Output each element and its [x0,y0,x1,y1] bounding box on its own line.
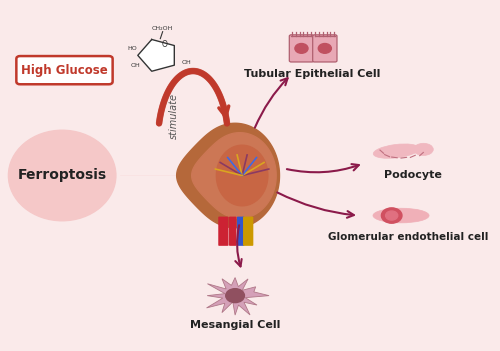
FancyBboxPatch shape [229,217,236,246]
Text: High Glucose: High Glucose [21,64,108,77]
Ellipse shape [8,130,116,221]
FancyBboxPatch shape [16,56,112,84]
Circle shape [295,44,308,53]
Text: Mesangial Cell: Mesangial Cell [190,320,280,330]
Text: Podocyte: Podocyte [384,170,442,180]
Polygon shape [216,145,268,206]
Ellipse shape [414,143,434,155]
Polygon shape [206,278,269,315]
Circle shape [318,44,332,53]
Text: Tubular Epithelial Cell: Tubular Epithelial Cell [244,69,380,79]
Ellipse shape [374,144,420,158]
Polygon shape [176,123,280,228]
Polygon shape [192,133,276,218]
Ellipse shape [373,208,429,223]
Text: OH: OH [181,60,191,65]
FancyBboxPatch shape [218,217,228,246]
Text: O: O [162,40,168,49]
Circle shape [382,208,402,223]
FancyBboxPatch shape [290,35,314,62]
Polygon shape [138,39,174,71]
Text: OH: OH [130,63,140,68]
Text: CH₂OH: CH₂OH [152,26,174,31]
FancyBboxPatch shape [312,35,337,62]
Circle shape [386,211,398,220]
Circle shape [226,289,244,303]
FancyBboxPatch shape [243,217,254,246]
Text: Glomerular endothelial cell: Glomerular endothelial cell [328,232,488,242]
Text: stimulate: stimulate [170,93,179,139]
FancyBboxPatch shape [237,217,244,246]
Text: Ferroptosis: Ferroptosis [18,168,106,183]
Text: HO: HO [128,46,137,51]
